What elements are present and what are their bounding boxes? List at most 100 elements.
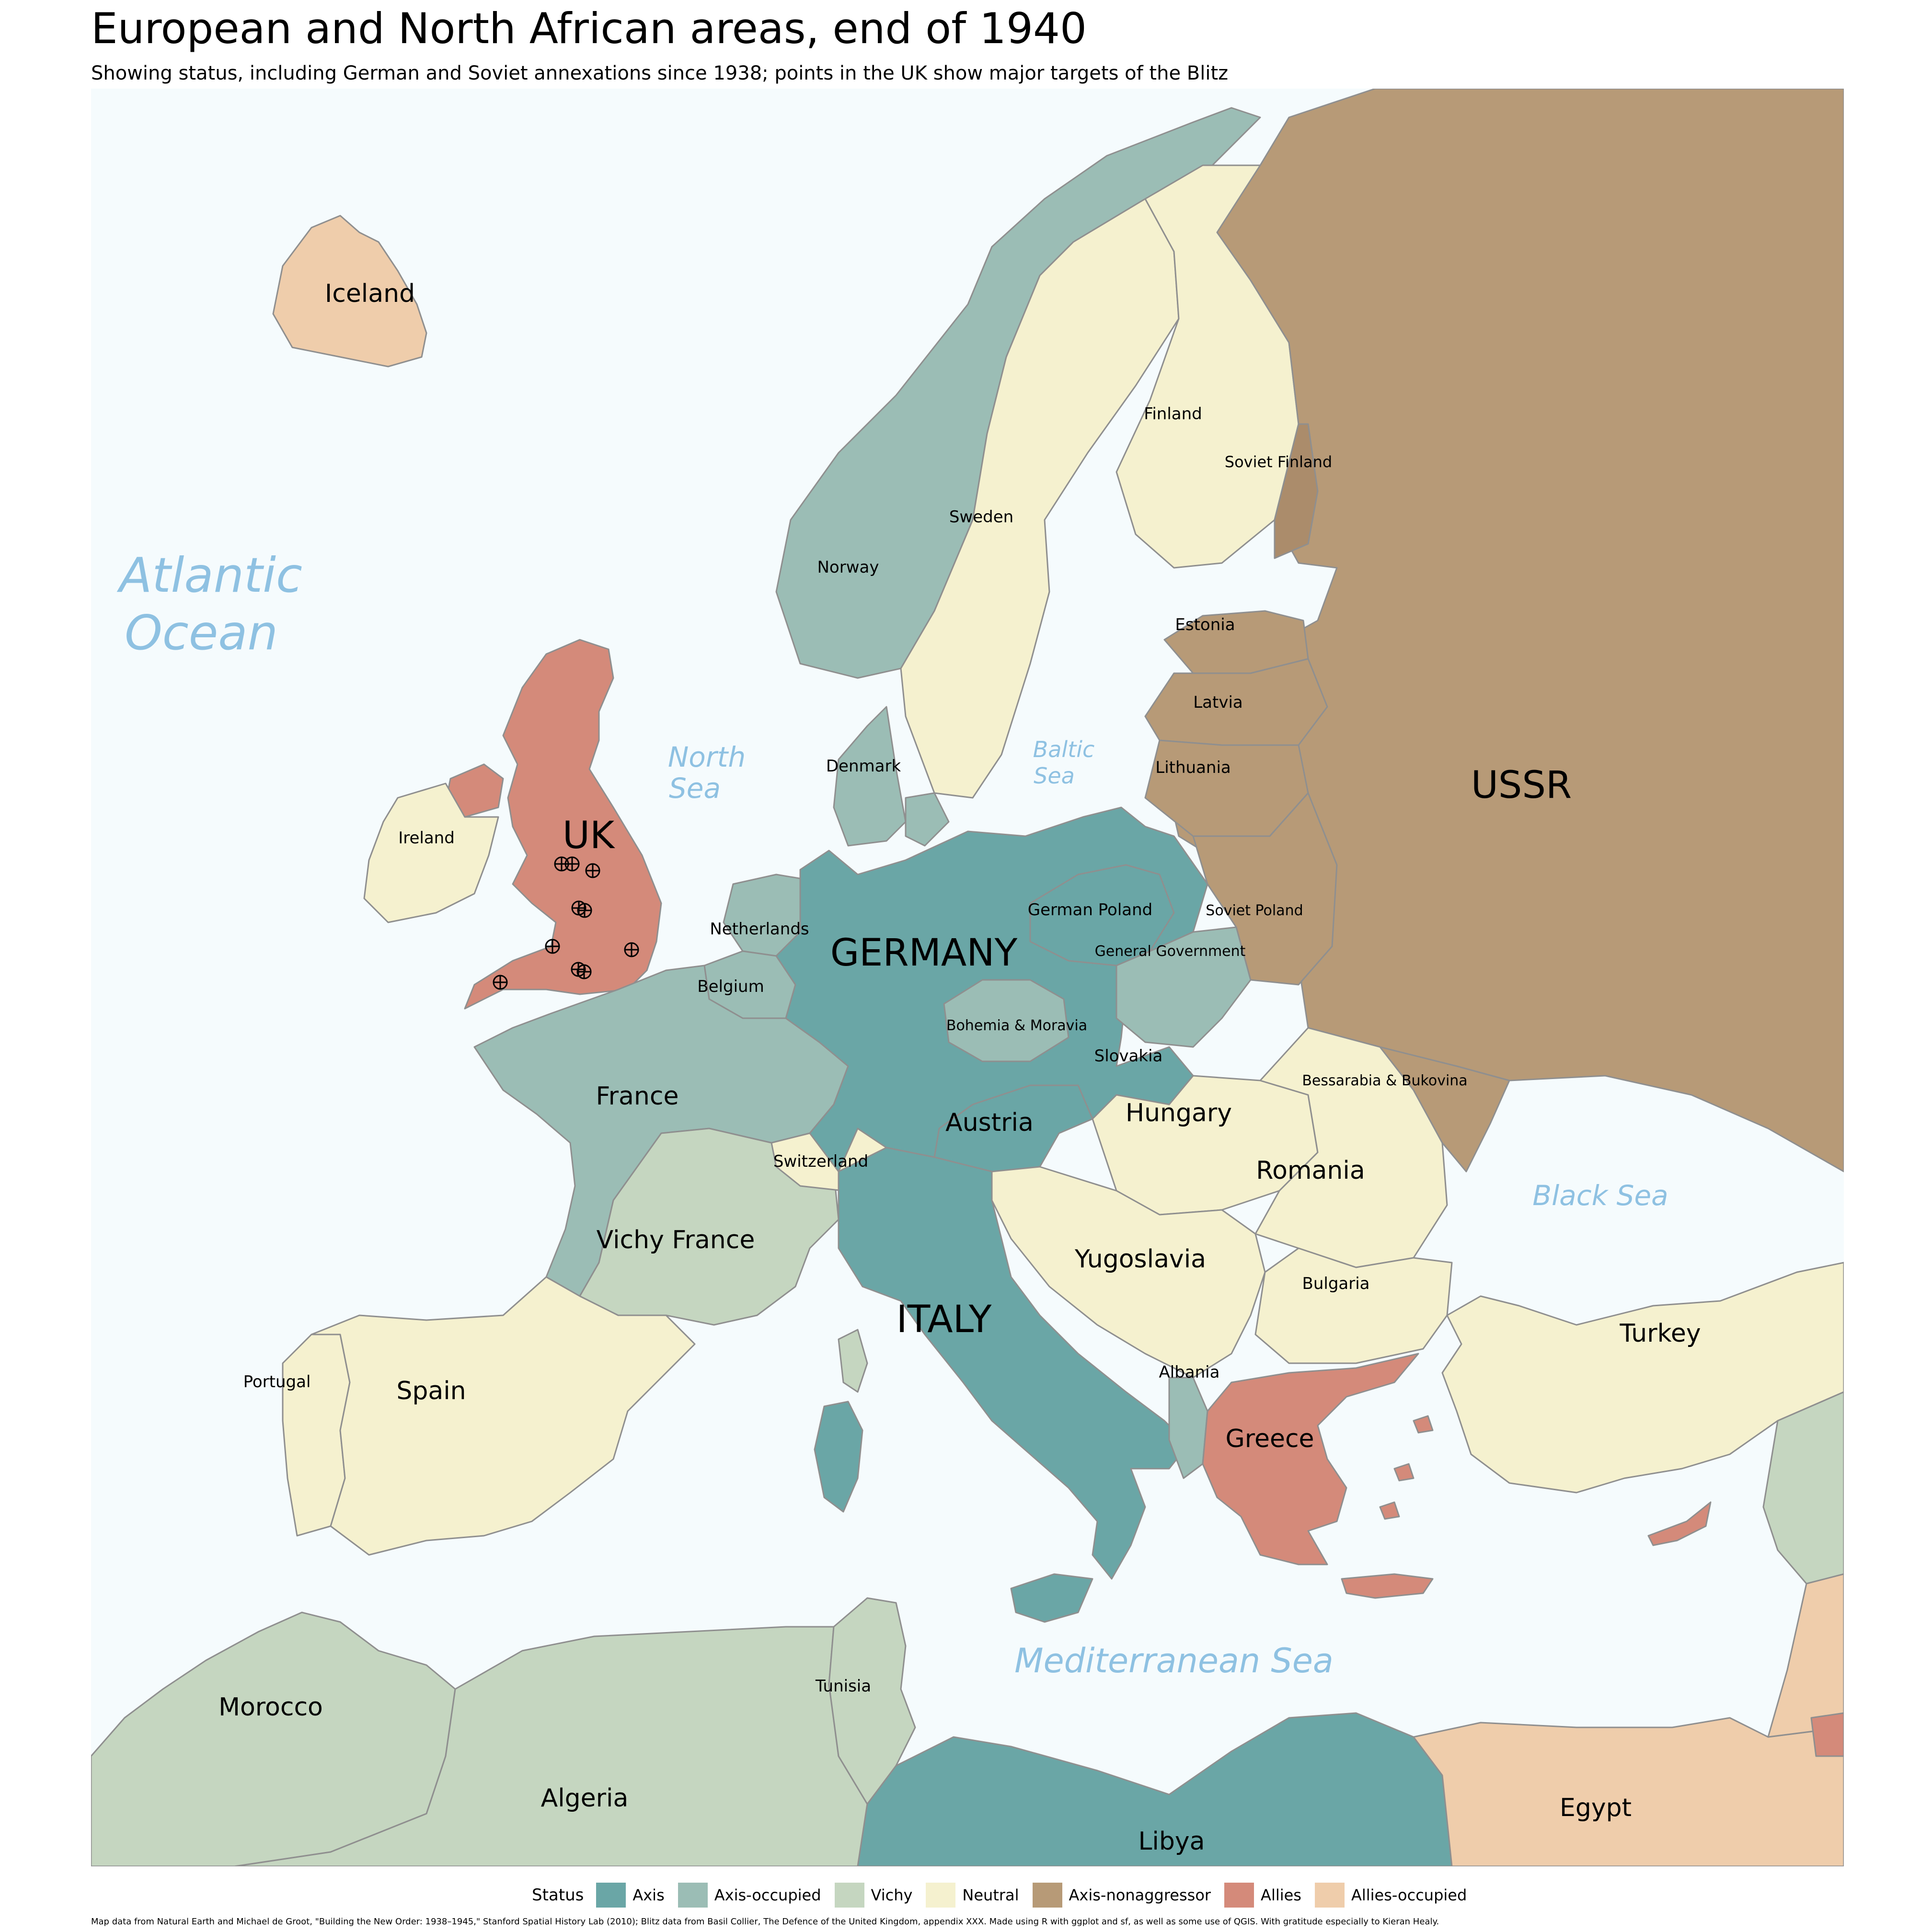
legend-items: Axis Axis-occupied Vichy Neutral Axis-nonagg… [596, 1883, 1480, 1908]
region-greek-island-3 [1413, 1415, 1434, 1434]
region-ireland [363, 782, 499, 923]
region-turkey [1441, 1262, 1844, 1494]
region-egypt [1413, 1717, 1844, 1866]
region-sicily [1010, 1573, 1093, 1623]
region-bohemia-moravia [943, 979, 1070, 1062]
region-bessarabia [1379, 1046, 1510, 1173]
legend-swatch [596, 1883, 626, 1908]
legend: Status Axis Axis-occupied Vichy Neutral Axis… [532, 1881, 1480, 1909]
region-soviet-poland [1192, 792, 1338, 986]
region-yugoslavia [991, 1166, 1266, 1379]
legend-label: Axis-occupied [714, 1886, 821, 1904]
blitz-target-icon [576, 964, 592, 979]
region-corsica [838, 1329, 868, 1393]
label-denmark: Denmark [826, 757, 901, 776]
label-norway: Norway [817, 558, 879, 577]
label-austria: Austria [945, 1108, 1034, 1137]
region-palestine [1767, 1573, 1844, 1738]
label-german-poland: German Poland [1028, 900, 1152, 920]
label-ussr: USSR [1471, 764, 1572, 807]
label-netherlands: Netherlands [710, 920, 809, 939]
region-spain [310, 1276, 696, 1556]
region-denmark-islands [905, 792, 950, 847]
legend-item: Allies [1224, 1883, 1301, 1908]
label-portugal: Portugal [243, 1372, 311, 1392]
region-greek-island-1 [1393, 1463, 1414, 1482]
label-libya: Libya [1138, 1827, 1205, 1856]
legend-swatch [1224, 1883, 1254, 1908]
label-tunisia: Tunisia [815, 1677, 871, 1696]
blitz-targets [493, 856, 639, 990]
label-greece: Greece [1225, 1425, 1314, 1453]
sea-label-atlantic-1: Atlantic [116, 547, 302, 603]
legend-swatch [926, 1883, 956, 1908]
legend-swatch [678, 1883, 708, 1908]
label-bulgaria: Bulgaria [1302, 1274, 1370, 1293]
region-german-poland [1029, 864, 1175, 966]
region-crete [1341, 1573, 1434, 1599]
region-soviet-finland [1274, 423, 1319, 559]
legend-label: Axis-nonaggressor [1069, 1886, 1211, 1904]
region-vichy-france [579, 1127, 840, 1326]
label-yugoslavia: Yugoslavia [1074, 1245, 1206, 1274]
blitz-target-icon [585, 863, 600, 878]
label-bessarabia: Bessarabia & Bukovina [1302, 1072, 1467, 1089]
legend-item: Axis [596, 1883, 665, 1908]
region-sardinia [814, 1401, 863, 1513]
sea-label-north-2: Sea [669, 772, 721, 805]
label-algeria: Algeria [541, 1784, 629, 1813]
label-hungary: Hungary [1126, 1099, 1232, 1127]
blitz-target-icon [545, 939, 560, 954]
legend-item: Axis-occupied [678, 1883, 821, 1908]
region-italy [838, 1147, 1189, 1580]
region-general-government [1116, 926, 1252, 1048]
legend-item: Allies-occupied [1314, 1883, 1467, 1908]
label-romania: Romania [1256, 1156, 1365, 1185]
sea-label-baltic-2: Sea [1034, 763, 1075, 789]
label-egypt: Egypt [1560, 1794, 1632, 1822]
label-estonia: Estonia [1175, 615, 1235, 634]
label-general-government: General Government [1095, 943, 1246, 960]
label-belgium: Belgium [697, 977, 764, 996]
blitz-target-icon [564, 856, 580, 872]
label-albania: Albania [1159, 1363, 1220, 1382]
label-slovakia: Slovakia [1094, 1046, 1163, 1066]
label-sweden: Sweden [949, 507, 1013, 527]
region-iraq [1810, 1712, 1844, 1757]
region-greek-island-2 [1379, 1501, 1400, 1520]
label-soviet-finland-1: Soviet Finland [1225, 453, 1332, 471]
label-vichy-france: Vichy France [597, 1226, 755, 1254]
label-soviet-poland: Soviet Poland [1206, 902, 1303, 919]
label-france: France [596, 1082, 679, 1111]
label-morocco: Morocco [218, 1693, 323, 1722]
sea-label-baltic-1: Baltic [1033, 736, 1095, 762]
map-subtitle: Showing status, including German and Sov… [91, 62, 1229, 84]
legend-label: Vichy [871, 1886, 913, 1904]
map-panel: Atlantic Ocean North Sea Baltic Sea Blac… [91, 89, 1844, 1866]
label-finland: Finland [1144, 404, 1202, 424]
label-ireland: Ireland [398, 828, 455, 848]
region-albania [1168, 1377, 1208, 1479]
label-iceland: Iceland [325, 279, 415, 308]
legend-item: Neutral [926, 1883, 1019, 1908]
label-latvia: Latvia [1193, 693, 1243, 712]
region-denmark [833, 706, 907, 847]
legend-label: Allies [1261, 1886, 1301, 1904]
sea-label-mediterranean: Mediterranean Sea [1014, 1641, 1334, 1680]
legend-title: Status [532, 1886, 584, 1905]
blitz-target-icon [577, 903, 592, 918]
region-cyprus [1647, 1501, 1712, 1546]
europe-map: Atlantic Ocean North Sea Baltic Sea Blac… [91, 89, 1844, 1866]
legend-swatch [1032, 1883, 1062, 1908]
label-uk: UK [563, 814, 615, 857]
legend-item: Axis-nonaggressor [1032, 1883, 1211, 1908]
label-switzerland: Switzerland [773, 1152, 868, 1171]
blitz-target-icon [624, 942, 639, 957]
label-turkey: Turkey [1619, 1319, 1701, 1348]
legend-swatch [1314, 1883, 1345, 1908]
label-spain: Spain [396, 1377, 466, 1405]
label-italy: ITALY [897, 1298, 992, 1341]
region-tunisia [828, 1597, 916, 1805]
map-title: European and North African areas, end of… [91, 4, 1087, 53]
legend-label: Neutral [962, 1886, 1019, 1904]
